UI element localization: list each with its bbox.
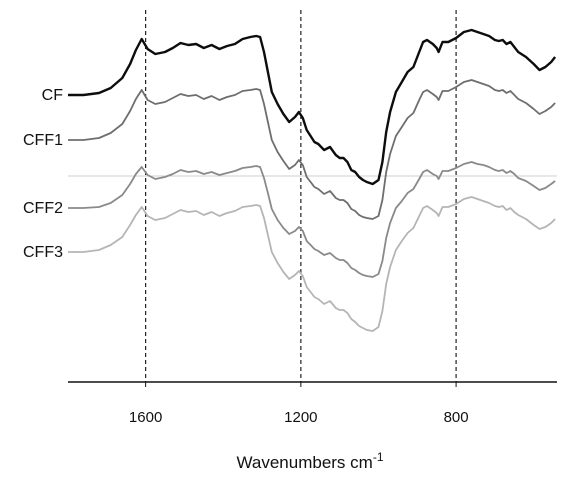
series-line-cf (68, 28, 557, 186)
series-label-cf: CF (42, 87, 64, 104)
series-line-cff1 (68, 79, 556, 220)
x-tick-label-800: 800 (444, 409, 469, 426)
x-axis-unit: cm (350, 453, 373, 472)
series-label-cff2: CFF2 (23, 200, 63, 217)
x-tick-label-1600: 1600 (129, 409, 162, 426)
series-label-cff3: CFF3 (23, 244, 63, 261)
x-axis-title: Wavenumbers cm-1 (236, 450, 383, 472)
series-label-cff1: CFF1 (23, 132, 63, 149)
series-group (68, 28, 557, 332)
series-line-cff3 (68, 196, 556, 332)
x-axis-title-text: Wavenumbers (236, 453, 345, 472)
series-line-cff2 (68, 161, 556, 278)
x-axis-unit-exponent: -1 (373, 450, 384, 464)
x-axis-ticks: 1600 1200 800 (129, 382, 469, 426)
x-tick-label-1200: 1200 (284, 409, 317, 426)
reference-lines (145, 10, 457, 382)
series-labels: CF CFF1 CFF2 CFF3 (23, 87, 63, 261)
